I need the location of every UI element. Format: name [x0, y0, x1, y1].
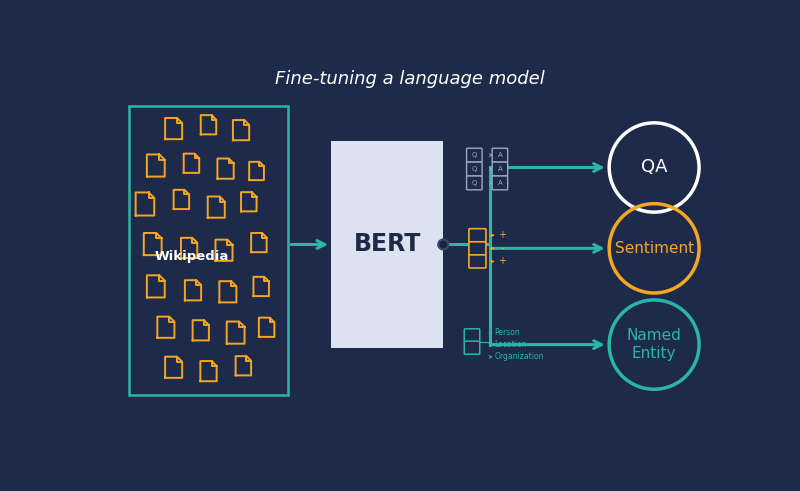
Circle shape [438, 240, 448, 249]
Bar [130, 106, 288, 395]
Text: Organization: Organization [494, 353, 544, 361]
Polygon shape [215, 240, 233, 261]
FancyBboxPatch shape [492, 162, 508, 176]
Polygon shape [226, 322, 245, 344]
Polygon shape [147, 275, 165, 298]
Polygon shape [254, 277, 269, 296]
Polygon shape [158, 317, 174, 338]
FancyBboxPatch shape [464, 329, 480, 342]
Polygon shape [241, 192, 257, 212]
Polygon shape [144, 233, 162, 255]
Polygon shape [249, 162, 264, 180]
FancyBboxPatch shape [469, 229, 486, 242]
Text: QA: QA [641, 159, 667, 176]
Polygon shape [259, 318, 274, 337]
Polygon shape [184, 154, 199, 173]
Polygon shape [236, 356, 251, 376]
Polygon shape [181, 238, 198, 258]
Text: BERT: BERT [354, 233, 421, 256]
Polygon shape [193, 320, 209, 340]
Polygon shape [185, 280, 201, 300]
Polygon shape [251, 233, 266, 252]
Text: Q: Q [472, 180, 477, 186]
Text: Sentiment: Sentiment [614, 241, 694, 256]
Polygon shape [165, 356, 182, 378]
Polygon shape [208, 196, 225, 218]
Polygon shape [201, 115, 216, 135]
Polygon shape [174, 190, 189, 209]
Text: +: + [498, 230, 506, 240]
Polygon shape [219, 281, 237, 302]
Text: A: A [498, 152, 502, 158]
FancyBboxPatch shape [466, 176, 482, 190]
Text: Location: Location [494, 340, 527, 349]
Text: -: - [501, 244, 504, 253]
Text: +: + [498, 256, 506, 267]
Text: Q: Q [472, 166, 477, 172]
FancyBboxPatch shape [464, 341, 480, 354]
Text: Named
Entity: Named Entity [626, 328, 682, 361]
Bar [331, 140, 443, 349]
FancyBboxPatch shape [469, 242, 486, 255]
Polygon shape [200, 361, 217, 381]
Polygon shape [233, 120, 249, 140]
Text: Wikipedia: Wikipedia [154, 249, 229, 263]
Polygon shape [147, 155, 165, 177]
FancyBboxPatch shape [466, 148, 482, 162]
Text: A: A [498, 180, 502, 186]
FancyBboxPatch shape [469, 255, 486, 268]
FancyBboxPatch shape [492, 148, 508, 162]
Text: A: A [498, 166, 502, 172]
Polygon shape [136, 192, 154, 216]
Text: Q: Q [472, 152, 477, 158]
Text: Fine-tuning a language model: Fine-tuning a language model [275, 70, 545, 88]
FancyBboxPatch shape [492, 176, 508, 190]
Polygon shape [165, 118, 182, 139]
Text: Person: Person [494, 328, 520, 337]
Polygon shape [218, 159, 234, 179]
FancyBboxPatch shape [466, 162, 482, 176]
